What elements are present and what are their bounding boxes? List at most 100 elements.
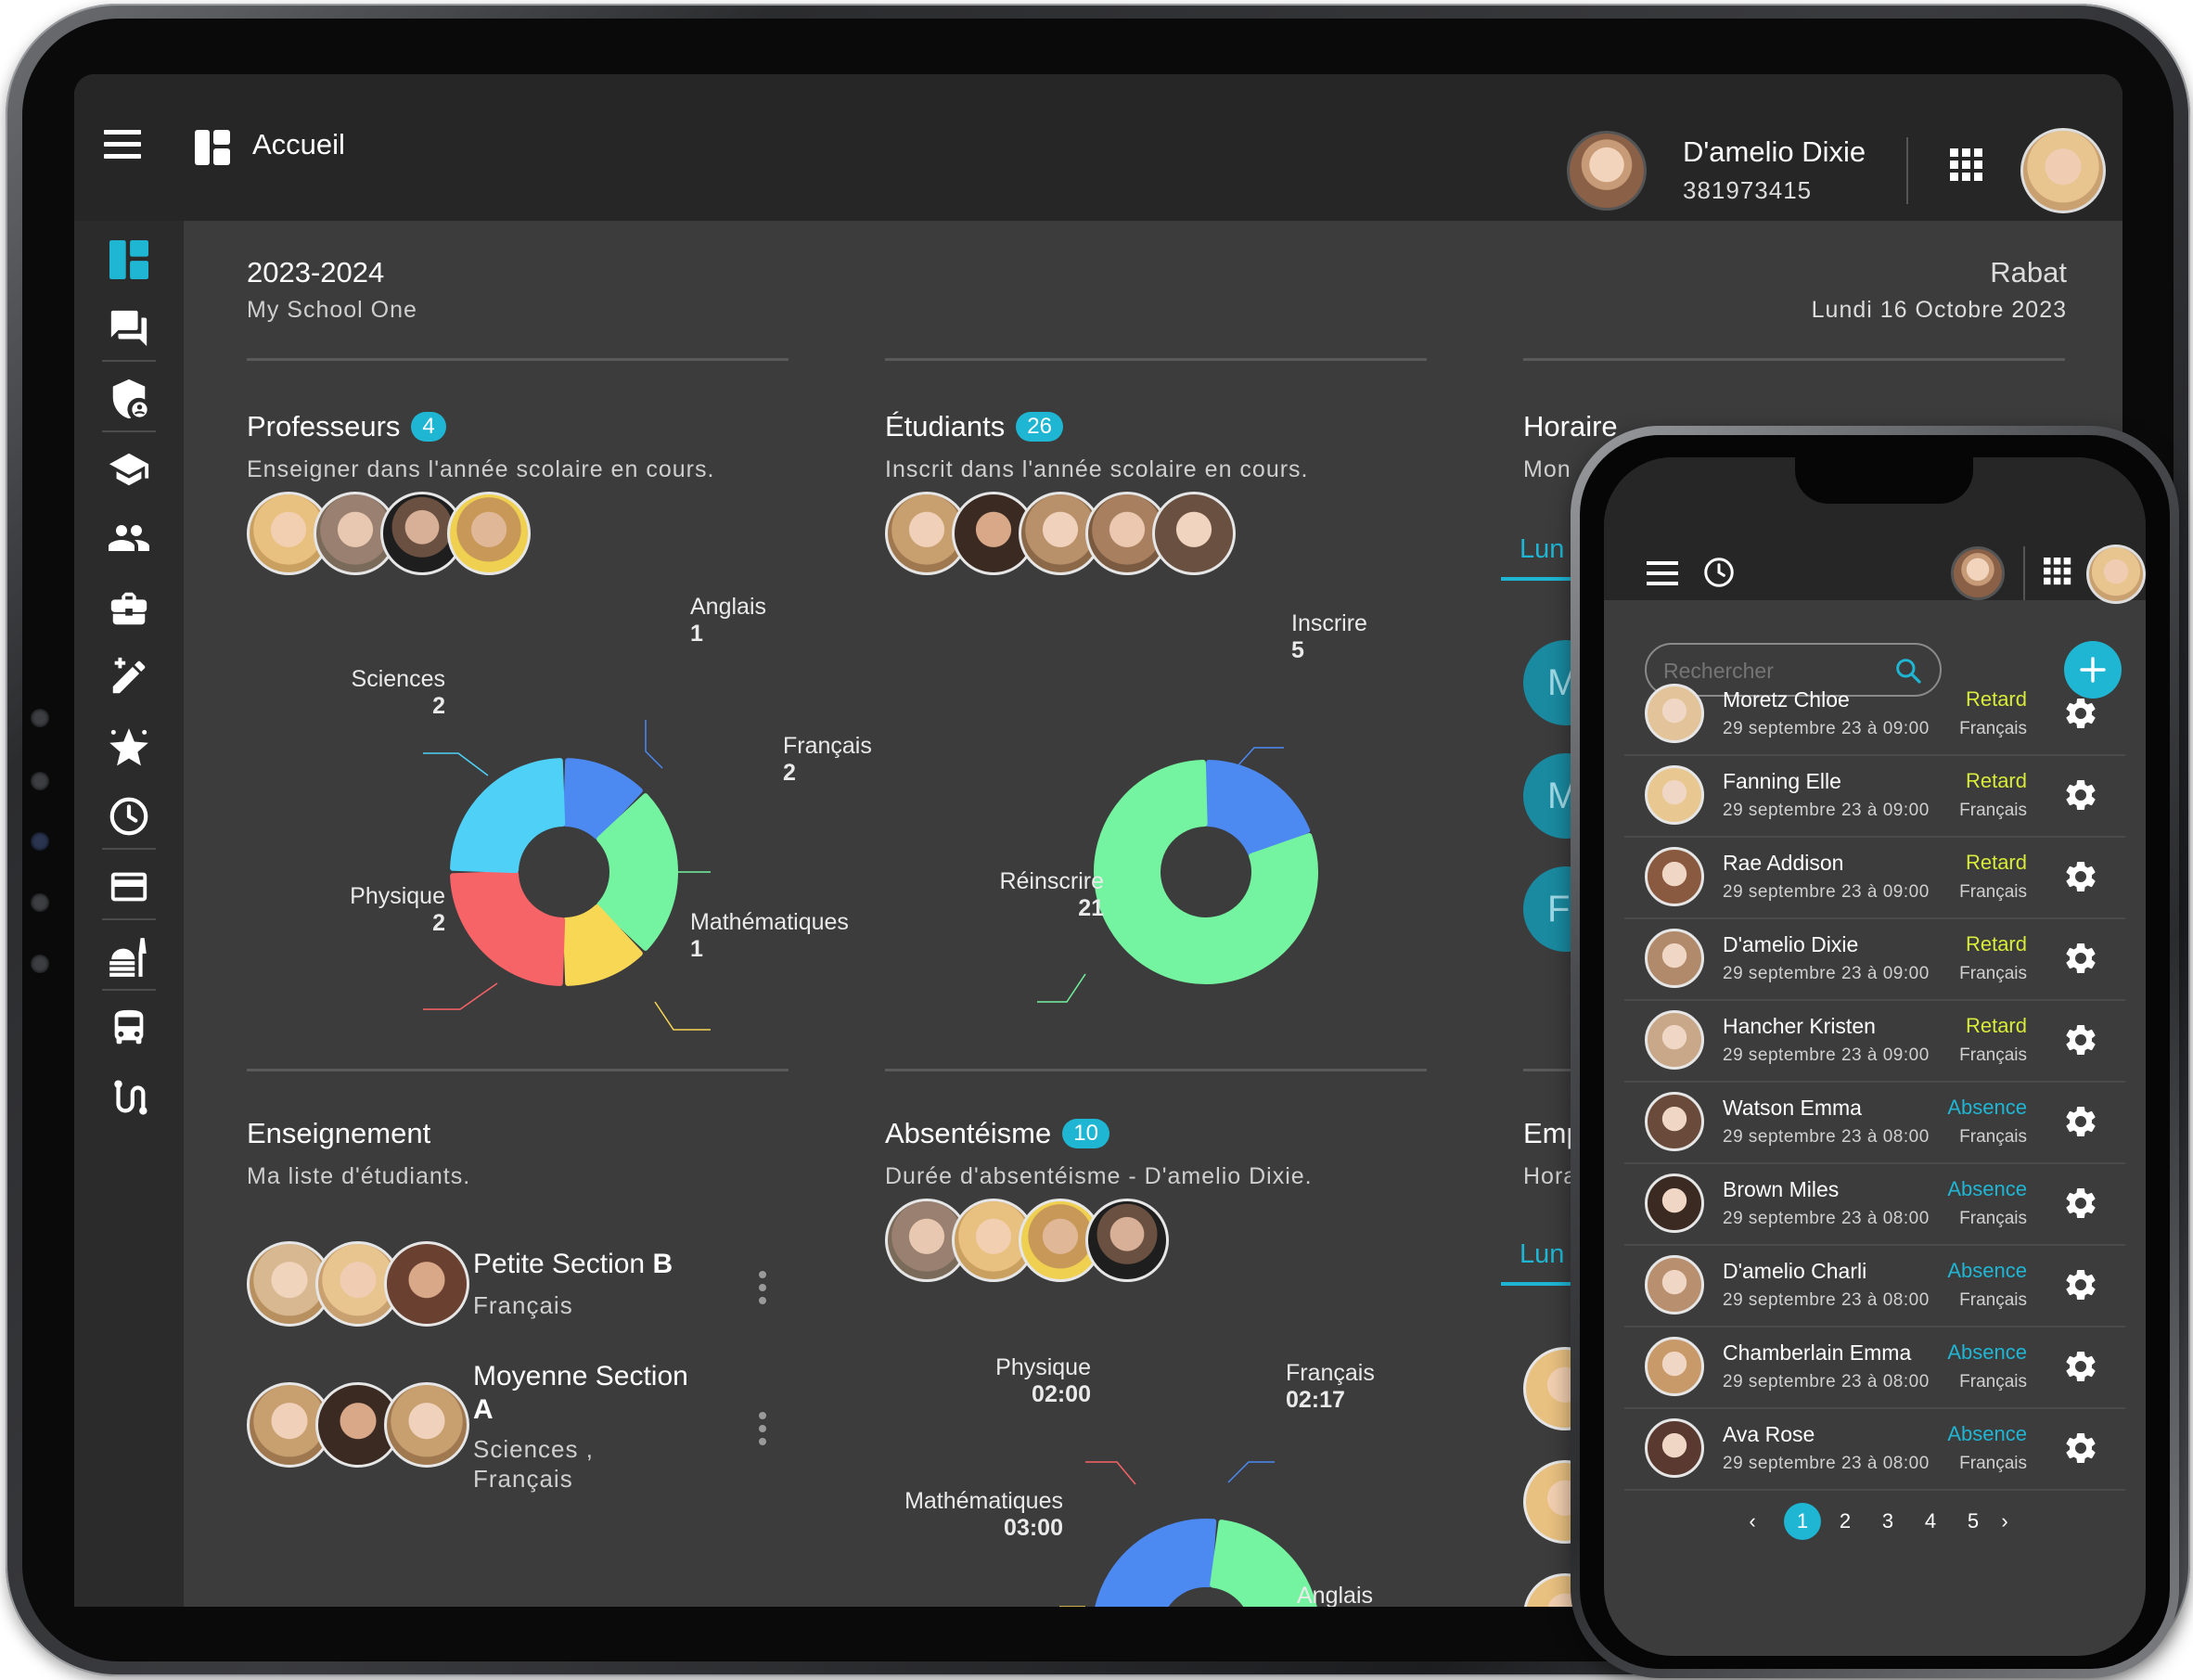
route-icon xyxy=(114,1080,147,1115)
sidebar xyxy=(74,221,184,1607)
menu-icon[interactable] xyxy=(104,130,141,161)
student-name: Rae Addison xyxy=(1723,851,1844,875)
gear-icon[interactable] xyxy=(2062,1185,2099,1222)
enseignement-title: Enseignement xyxy=(247,1117,431,1149)
professeurs-slice-1[interactable] xyxy=(596,793,678,951)
gear-icon[interactable] xyxy=(2062,695,2099,732)
sidebar-item-messages[interactable] xyxy=(101,301,157,356)
sidebar-item-dashboard[interactable] xyxy=(101,232,157,288)
sidebar-item-staff[interactable] xyxy=(101,581,157,636)
divider xyxy=(1523,358,2065,361)
gear-icon[interactable] xyxy=(2062,858,2099,895)
absenteisme-title-text: Absentéisme xyxy=(885,1117,1052,1149)
professeurs-slice-0[interactable] xyxy=(562,758,643,840)
page-button[interactable]: 5 xyxy=(1967,1509,1980,1533)
more-options-icon[interactable] xyxy=(759,1412,766,1449)
menu-icon[interactable] xyxy=(1647,561,1678,585)
gear-icon[interactable] xyxy=(2062,1430,2099,1467)
clock-icon[interactable] xyxy=(1702,556,1736,589)
sidebar-item-admin[interactable] xyxy=(101,371,157,427)
apps-grid-icon[interactable] xyxy=(1950,148,1983,182)
page-button[interactable]: 4 xyxy=(1924,1509,1937,1533)
professeurs-avatars[interactable] xyxy=(247,492,531,575)
chart-slices xyxy=(1094,760,1318,984)
profile-avatar[interactable] xyxy=(2086,545,2146,604)
profile-avatar[interactable] xyxy=(2020,128,2106,213)
gear-icon[interactable] xyxy=(2062,1348,2099,1385)
search-input[interactable] xyxy=(1661,654,1879,687)
attendance-date: 29 septembre 23 à 08:00 xyxy=(1723,1209,1930,1228)
etudiants-slice-0[interactable] xyxy=(1204,760,1311,857)
food-icon xyxy=(109,938,147,977)
sidebar-item-schedule[interactable] xyxy=(101,789,157,844)
attendance-date: 29 septembre 23 à 08:00 xyxy=(1723,1372,1930,1391)
add-button[interactable] xyxy=(2064,641,2122,699)
gear-icon[interactable] xyxy=(2062,1021,2099,1058)
emploi-day-tab[interactable]: Lun xyxy=(1520,1239,1565,1269)
school-year: 2023-2024 xyxy=(247,256,385,289)
list-item[interactable]: Hancher Kristen 29 septembre 23 à 09:00 Re… xyxy=(1624,1001,2125,1083)
apps-grid-icon[interactable] xyxy=(2044,558,2071,585)
class-name[interactable]: Petite Section B xyxy=(473,1249,673,1280)
list-item[interactable]: Moretz Chloe 29 septembre 23 à 09:00 Retar… xyxy=(1624,674,2125,756)
prev-page-icon[interactable]: ‹ xyxy=(1749,1509,1756,1533)
slice-label-physique: Physique 2 xyxy=(330,883,445,937)
sidebar-item-canteen[interactable] xyxy=(101,930,157,985)
gear-icon[interactable] xyxy=(2062,940,2099,977)
page-button[interactable]: 2 xyxy=(1839,1509,1852,1533)
user-avatar[interactable] xyxy=(1567,131,1647,211)
professeurs-slice-2[interactable] xyxy=(562,904,643,986)
list-item[interactable]: D'amelio Charli 29 septembre 23 à 08:00 Ab… xyxy=(1624,1246,2125,1327)
absenteisme-slice-1[interactable] xyxy=(1210,1520,1317,1607)
student-name: Watson Emma xyxy=(1723,1096,1862,1120)
sidebar-item-classes[interactable] xyxy=(101,442,157,497)
divider xyxy=(247,1069,789,1071)
absenteisme-avatars[interactable] xyxy=(885,1199,1169,1282)
horaire-day-tab[interactable]: Lun xyxy=(1520,534,1565,564)
sidebar-item-transport[interactable] xyxy=(101,1000,157,1056)
tablet-side-dot xyxy=(31,955,49,973)
slice-label-inscrire: Inscrire 5 xyxy=(1291,610,1367,664)
sidebar-item-payments[interactable] xyxy=(101,859,157,915)
more-options-icon[interactable] xyxy=(759,1271,766,1308)
divider xyxy=(2023,546,2025,600)
class-name[interactable]: Moyenne Section A xyxy=(473,1360,714,1427)
gear-icon[interactable] xyxy=(2062,1266,2099,1303)
professeurs-slice-4[interactable] xyxy=(450,758,566,874)
attendance-date: 29 septembre 23 à 09:00 xyxy=(1723,964,1930,983)
phone-bezel: Moretz Chloe 29 septembre 23 à 09:00 Retar… xyxy=(1580,435,2170,1669)
gear-icon[interactable] xyxy=(2062,776,2099,814)
search-icon[interactable] xyxy=(1893,656,1923,686)
etudiants-avatars[interactable] xyxy=(885,492,1236,575)
list-item[interactable]: Chamberlain Emma 29 septembre 23 à 08:00 A… xyxy=(1624,1327,2125,1409)
page-title: Accueil xyxy=(252,128,345,160)
slice-label-anglais: Anglais 1 xyxy=(690,594,766,648)
group-icon xyxy=(109,525,149,551)
list-item[interactable]: Rae Addison 29 septembre 23 à 09:00 Retard… xyxy=(1624,838,2125,919)
list-item[interactable]: Brown Miles 29 septembre 23 à 08:00 Absenc… xyxy=(1624,1164,2125,1246)
sidebar-item-exams[interactable] xyxy=(101,649,157,705)
absenteisme-slice-0[interactable] xyxy=(1095,1519,1217,1607)
next-page-icon[interactable]: › xyxy=(2001,1509,2008,1533)
search-field[interactable] xyxy=(1645,643,1942,697)
page-button[interactable]: 3 xyxy=(1881,1509,1894,1533)
sidebar-item-routes[interactable] xyxy=(101,1071,157,1126)
professeurs-slice-3[interactable] xyxy=(450,870,566,986)
status-badge: Absence xyxy=(1947,1177,2027,1200)
sidebar-item-users[interactable] xyxy=(101,510,157,566)
slice-label-mathematiques: Mathématiques 1 xyxy=(690,909,849,963)
list-item[interactable]: Watson Emma 29 septembre 23 à 08:00 Absenc… xyxy=(1624,1083,2125,1164)
list-item[interactable]: Ava Rose 29 septembre 23 à 08:00 Absence Fr… xyxy=(1624,1409,2125,1491)
course-name: Français xyxy=(1959,1372,2027,1391)
page-button[interactable]: 1 xyxy=(1784,1503,1821,1540)
user-avatar[interactable] xyxy=(1951,546,2005,600)
list-item[interactable]: Fanning Elle 29 septembre 23 à 09:00 Retar… xyxy=(1624,756,2125,838)
class-courses: Sciences , Français xyxy=(473,1434,594,1494)
chart-etudiants-inscription xyxy=(1037,747,1318,1003)
list-item[interactable]: D'amelio Dixie 29 septembre 23 à 09:00 Ret… xyxy=(1624,919,2125,1001)
gear-icon[interactable] xyxy=(2062,1103,2099,1140)
etudiants-slice-1[interactable] xyxy=(1094,760,1318,984)
slice-value: 21 xyxy=(1078,895,1104,921)
phone-screen: Moretz Chloe 29 septembre 23 à 09:00 Retar… xyxy=(1604,457,2146,1656)
sidebar-item-grades[interactable] xyxy=(101,720,157,776)
